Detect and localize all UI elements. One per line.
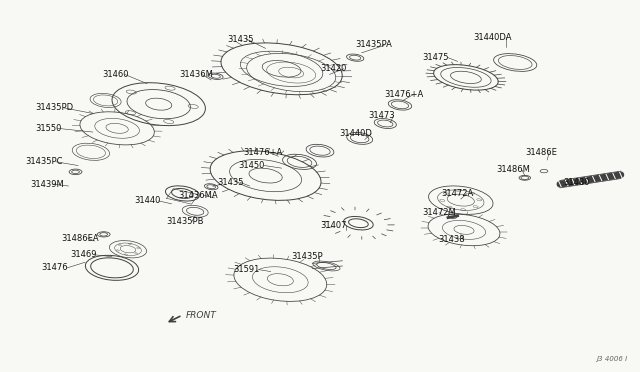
Text: 31438: 31438 [438,235,465,244]
Text: 31435PD: 31435PD [35,103,74,112]
Text: 31472A: 31472A [442,189,474,198]
Text: 31435PA: 31435PA [355,40,392,49]
Text: 31469: 31469 [70,250,97,259]
Text: 31435PB: 31435PB [166,217,204,226]
Text: 31472M: 31472M [422,208,456,217]
Text: 31486EA: 31486EA [61,234,99,243]
Text: 31436M: 31436M [179,70,213,79]
Text: 31473: 31473 [368,111,395,120]
Text: 31476+A: 31476+A [243,148,282,157]
Text: 31486M: 31486M [496,165,530,174]
Text: 31476: 31476 [42,263,68,272]
Text: 31591: 31591 [234,265,260,274]
Text: 31440DA: 31440DA [474,33,512,42]
Text: 31480: 31480 [563,178,589,187]
Text: 31439M: 31439M [30,180,64,189]
Text: 31486E: 31486E [525,148,557,157]
Text: 31440: 31440 [134,196,161,205]
Text: 31435PC: 31435PC [26,157,63,166]
Text: 31460: 31460 [102,70,129,79]
Text: 31550: 31550 [35,124,61,133]
Text: J3 4006 I: J3 4006 I [596,356,627,362]
Text: 31436MA: 31436MA [178,191,218,200]
Text: 31476+A: 31476+A [384,90,423,99]
Text: 31475: 31475 [422,53,449,62]
Text: 31420: 31420 [320,64,346,73]
Text: 31435P: 31435P [291,252,323,261]
Text: 31435: 31435 [218,178,244,187]
Text: 31450: 31450 [239,161,265,170]
Text: 31435: 31435 [227,35,253,44]
Text: 31407: 31407 [320,221,346,230]
Text: 31440D: 31440D [339,129,372,138]
Text: FRONT: FRONT [186,311,216,320]
